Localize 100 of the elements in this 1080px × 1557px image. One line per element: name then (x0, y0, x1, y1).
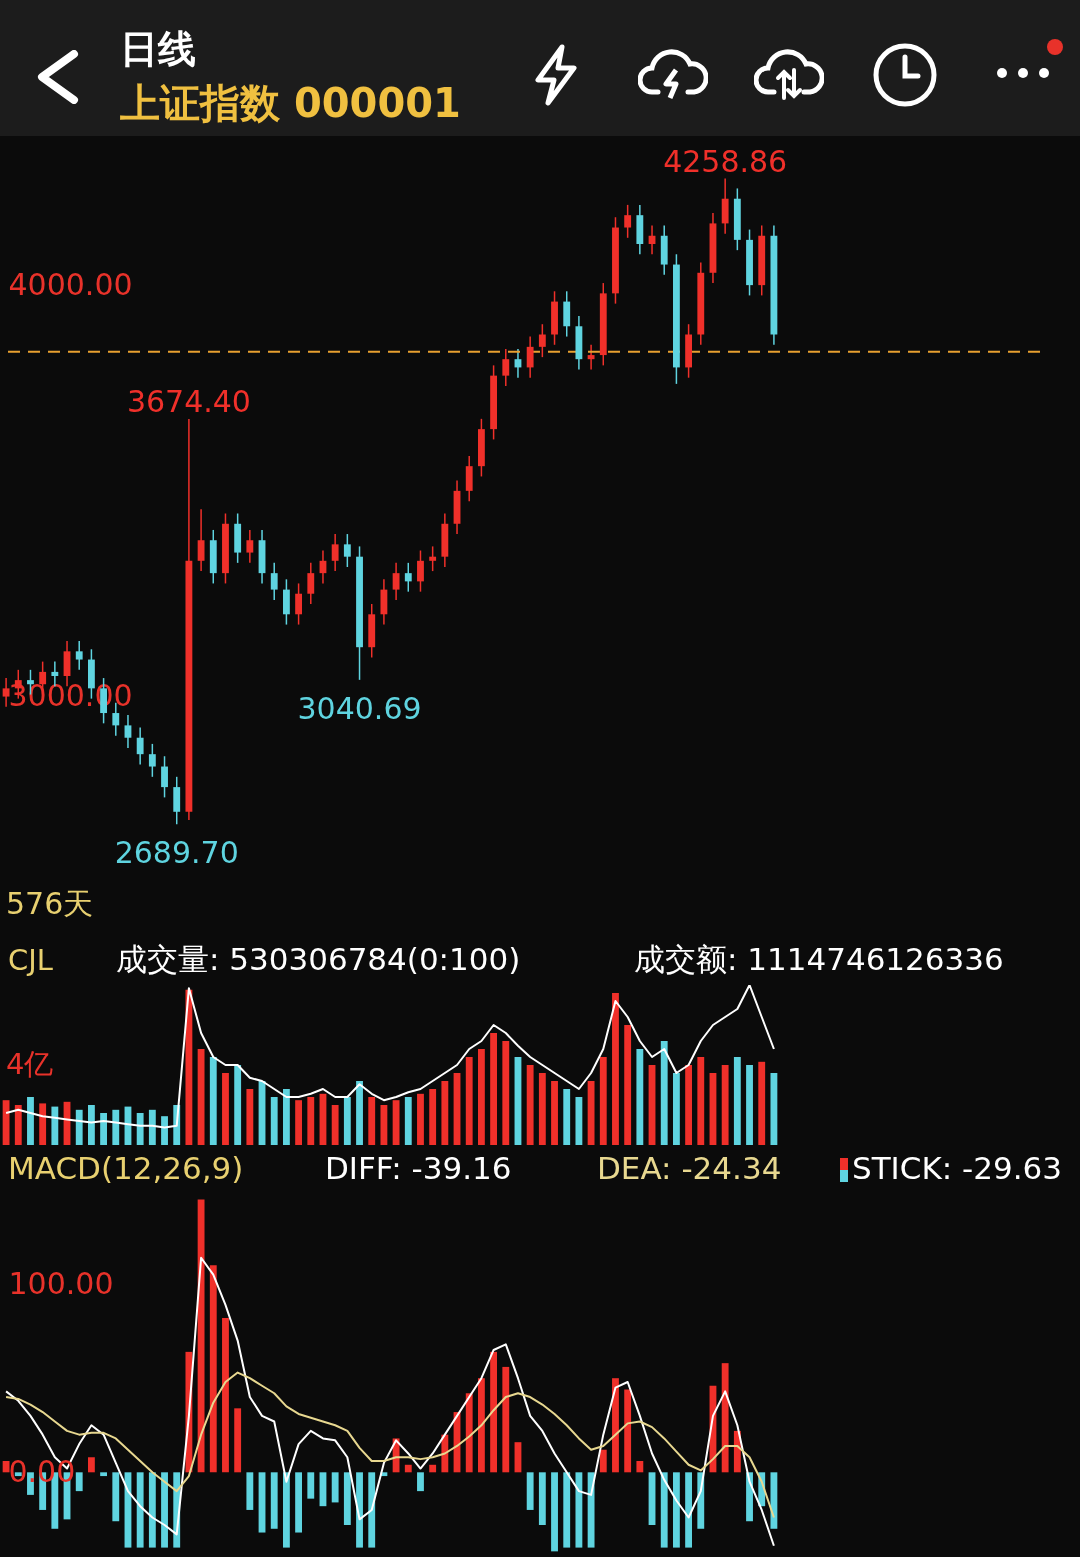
bar (295, 1472, 303, 1533)
bar (87, 1105, 95, 1145)
bar (75, 1472, 83, 1492)
bar (429, 1464, 437, 1473)
candlestick (404, 562, 412, 593)
candlestick (526, 335, 534, 379)
bar (197, 1049, 205, 1145)
line-series (5, 1371, 775, 1519)
bar (636, 1461, 644, 1473)
bar (624, 1025, 632, 1145)
bar (234, 1408, 242, 1473)
bar (307, 1097, 315, 1145)
bar (599, 1449, 607, 1473)
bar (87, 1457, 95, 1473)
bar (246, 1089, 254, 1145)
bar (100, 1113, 108, 1145)
bar (197, 1199, 205, 1473)
bar (672, 1073, 680, 1145)
bar (587, 1081, 595, 1145)
annotation: 576天 (6, 886, 94, 921)
bar (612, 993, 619, 1145)
bar (429, 1089, 437, 1145)
candlestick (75, 640, 83, 671)
candlestick (417, 549, 424, 593)
annotation: 3040.69 (297, 690, 422, 726)
bar (526, 1065, 534, 1145)
bar (404, 1097, 412, 1145)
bar (380, 1105, 388, 1145)
candlestick (295, 582, 303, 626)
bar (14, 1472, 22, 1477)
bar (14, 1105, 22, 1145)
bar (538, 1073, 546, 1145)
bar (502, 1041, 510, 1145)
bar (697, 1057, 705, 1145)
bar (161, 1472, 168, 1548)
annotation: 2689.70 (114, 835, 239, 871)
bar (417, 1472, 424, 1492)
bar (209, 1057, 217, 1145)
bar (551, 1081, 558, 1145)
line-series (5, 1256, 775, 1547)
bar (392, 1100, 400, 1145)
bar (770, 1073, 778, 1145)
chart-title: MACD(12,26,9) (8, 1149, 244, 1186)
bar (502, 1366, 510, 1473)
candlestick (136, 726, 144, 766)
bar (112, 1109, 120, 1145)
bar (368, 1097, 376, 1145)
chart-title: CJL (8, 943, 53, 977)
bar (295, 1100, 303, 1145)
bar (575, 1097, 583, 1145)
bar (161, 1116, 168, 1145)
candlestick (124, 714, 132, 749)
y-tick-label: 100.00 (8, 1265, 114, 1301)
bar (746, 1065, 753, 1145)
bar (417, 1093, 424, 1145)
bar (209, 1265, 217, 1473)
y-tick-label: 0.00 (8, 1453, 76, 1489)
candlestick (331, 533, 339, 572)
legend-label: STICK: -29.63 (851, 1149, 1062, 1186)
text: DEA: -24.34 (597, 1149, 782, 1186)
candlestick (2, 677, 10, 708)
bar (39, 1103, 47, 1145)
bar (222, 1317, 229, 1473)
text: 成交量: 530306784(0:100) (116, 940, 521, 979)
bar (465, 1057, 473, 1145)
bar (624, 1389, 632, 1473)
bar (612, 1378, 619, 1473)
bar (733, 1057, 741, 1145)
bar (2, 1100, 10, 1145)
bar (270, 1472, 278, 1529)
bar (234, 1065, 242, 1145)
bar (246, 1472, 254, 1510)
candlestick (343, 533, 351, 568)
bar (356, 1472, 363, 1548)
bar (770, 1472, 778, 1529)
y-tick-label: 4000.00 (8, 266, 133, 302)
bar (331, 1472, 339, 1503)
bar (721, 1065, 729, 1145)
bar (551, 1472, 558, 1552)
bar (441, 1081, 449, 1145)
annotation: 3674.40 (126, 384, 251, 420)
bar (599, 1057, 607, 1145)
candlestick (246, 529, 254, 564)
bar (270, 1097, 278, 1145)
bar (185, 989, 193, 1145)
annotation: 4亿 (6, 1047, 54, 1081)
candlestick (161, 755, 168, 799)
candlestick (624, 204, 632, 239)
chart-title: 上证指数 000001 (120, 79, 461, 128)
bar (477, 1049, 485, 1145)
bar (563, 1089, 571, 1145)
bar (477, 1378, 485, 1473)
candlestick (502, 348, 510, 387)
bar (307, 1472, 315, 1499)
candlestick (307, 562, 315, 605)
bar (136, 1113, 144, 1145)
annotation: 4258.86 (663, 143, 788, 179)
bar (136, 1472, 144, 1548)
bar (685, 1472, 693, 1548)
bar (2, 1461, 10, 1473)
